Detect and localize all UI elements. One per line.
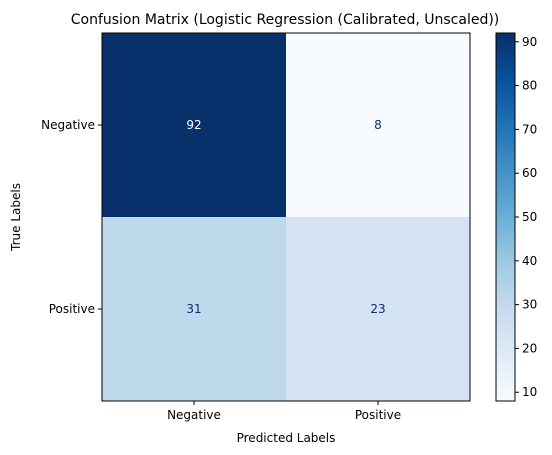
heatmap-cell [286,33,470,217]
colorbar-tick-label: 60 [522,166,537,180]
y-tick-label: Positive [49,302,95,316]
colorbar-tick-label: 50 [522,210,537,224]
colorbar-tick-label: 30 [522,298,537,312]
colorbar-tick-label: 80 [522,79,537,93]
x-axis-label: Predicted Labels [237,431,336,445]
heatmap-cell [286,217,470,401]
cell-value-label: 8 [374,118,382,132]
colorbar-ticks: 10 20 30 40 50 60 70 80 90 [515,35,537,399]
x-axis-ticks: Negative Positive [167,401,401,422]
y-axis-label: True Labels [9,183,23,252]
y-tick-label: Negative [41,118,95,132]
colorbar [495,32,516,402]
colorbar-tick-label: 90 [522,35,537,49]
x-tick-label: Positive [355,408,401,422]
colorbar-tick-label: 20 [522,341,537,355]
heatmap-cell [102,33,286,217]
cell-value-label: 23 [370,302,385,316]
heatmap-cells: 92 8 31 23 [102,33,470,401]
cell-value-label: 31 [186,302,201,316]
colorbar-tick-label: 40 [522,254,537,268]
cell-value-label: 92 [186,118,201,132]
chart-title: Confusion Matrix (Logistic Regression (C… [71,12,500,28]
colorbar-tick-label: 10 [522,385,537,399]
x-tick-label: Negative [167,408,221,422]
colorbar-tick-label: 70 [522,122,537,136]
heatmap-cell [102,217,286,401]
y-axis-ticks: Negative Positive [41,118,102,316]
plot-frame [101,32,471,402]
